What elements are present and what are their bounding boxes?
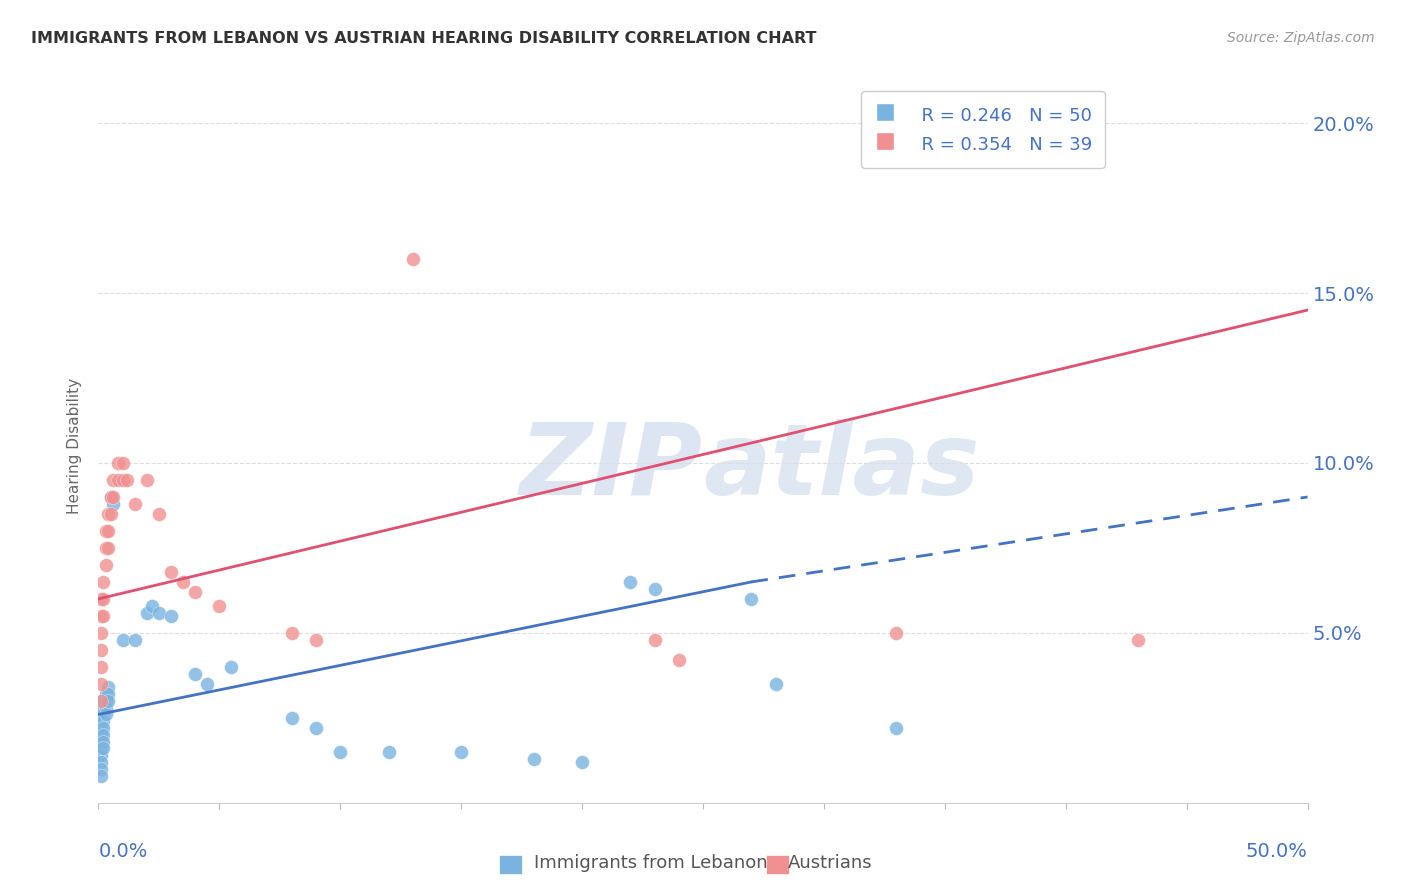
- Point: [94, 541, 117, 555]
- Point: [111, 473, 134, 487]
- Text: IMMIGRANTS FROM LEBANON VS AUSTRIAN HEARING DISABILITY CORRELATION CHART: IMMIGRANTS FROM LEBANON VS AUSTRIAN HEAR…: [31, 31, 817, 46]
- Point: [450, 745, 472, 759]
- Point: [402, 252, 425, 266]
- Point: [571, 755, 593, 769]
- Point: [148, 606, 170, 620]
- Point: [184, 666, 207, 681]
- Point: [90, 755, 112, 769]
- Point: [135, 473, 157, 487]
- Point: [644, 632, 666, 647]
- Point: [148, 507, 170, 521]
- Point: [91, 700, 114, 714]
- Point: [97, 687, 120, 701]
- Point: [91, 574, 114, 589]
- Point: [90, 591, 112, 606]
- Point: [208, 599, 231, 613]
- Point: [111, 632, 134, 647]
- Text: ZIP: ZIP: [520, 419, 703, 516]
- Point: [90, 769, 112, 783]
- Point: [160, 565, 183, 579]
- Point: [124, 497, 146, 511]
- Point: [644, 582, 666, 596]
- Point: [91, 721, 114, 735]
- Point: [90, 626, 112, 640]
- Point: [90, 643, 112, 657]
- Text: Austrians: Austrians: [787, 855, 872, 872]
- Point: [91, 694, 114, 708]
- Text: Source: ZipAtlas.com: Source: ZipAtlas.com: [1227, 31, 1375, 45]
- Point: [1128, 632, 1150, 647]
- Point: [91, 714, 114, 729]
- Point: [619, 574, 641, 589]
- Point: [94, 694, 117, 708]
- Point: [221, 660, 243, 674]
- Point: [90, 660, 112, 674]
- Point: [90, 694, 112, 708]
- Point: [281, 711, 304, 725]
- Point: [90, 741, 112, 756]
- Point: [91, 741, 114, 756]
- Point: [90, 608, 112, 623]
- Point: [765, 677, 787, 691]
- Point: [886, 721, 908, 735]
- Point: [886, 626, 908, 640]
- Point: [97, 680, 120, 694]
- Point: [107, 456, 129, 470]
- Point: [94, 687, 117, 701]
- Point: [101, 490, 124, 504]
- Point: [740, 591, 762, 606]
- Point: [305, 632, 328, 647]
- Point: [90, 700, 112, 714]
- Point: [172, 574, 194, 589]
- Point: [101, 473, 124, 487]
- Point: [124, 632, 146, 647]
- Point: [184, 585, 207, 599]
- Point: [100, 490, 122, 504]
- Text: Immigrants from Lebanon: Immigrants from Lebanon: [534, 855, 768, 872]
- Point: [91, 591, 114, 606]
- Point: [101, 497, 124, 511]
- Point: [94, 558, 117, 572]
- Point: [195, 677, 218, 691]
- Point: [305, 721, 328, 735]
- Y-axis label: Hearing Disability: Hearing Disability: [67, 378, 83, 514]
- Point: [329, 745, 352, 759]
- Point: [90, 707, 112, 722]
- Point: [97, 541, 120, 555]
- Point: [91, 734, 114, 748]
- Point: [141, 599, 163, 613]
- Text: 50.0%: 50.0%: [1246, 842, 1308, 861]
- Point: [97, 694, 120, 708]
- Text: atlas: atlas: [703, 419, 980, 516]
- Point: [281, 626, 304, 640]
- Point: [377, 745, 399, 759]
- Point: [90, 714, 112, 729]
- Point: [100, 490, 122, 504]
- Point: [668, 653, 690, 667]
- Point: [94, 524, 117, 538]
- Point: [90, 728, 112, 742]
- Point: [90, 721, 112, 735]
- Point: [111, 456, 134, 470]
- Legend:   R = 0.246   N = 50,   R = 0.354   N = 39: R = 0.246 N = 50, R = 0.354 N = 39: [862, 91, 1105, 168]
- Point: [90, 677, 112, 691]
- Point: [91, 608, 114, 623]
- Point: [90, 694, 112, 708]
- Point: [94, 700, 117, 714]
- Point: [160, 608, 183, 623]
- Point: [90, 748, 112, 763]
- Point: [97, 507, 120, 521]
- Text: 0.0%: 0.0%: [98, 842, 148, 861]
- Point: [90, 762, 112, 776]
- Point: [97, 524, 120, 538]
- Point: [107, 473, 129, 487]
- Point: [135, 606, 157, 620]
- Point: [91, 707, 114, 722]
- Point: [91, 728, 114, 742]
- Point: [523, 751, 546, 765]
- Point: [94, 707, 117, 722]
- Point: [117, 473, 139, 487]
- Point: [90, 734, 112, 748]
- Point: [100, 507, 122, 521]
